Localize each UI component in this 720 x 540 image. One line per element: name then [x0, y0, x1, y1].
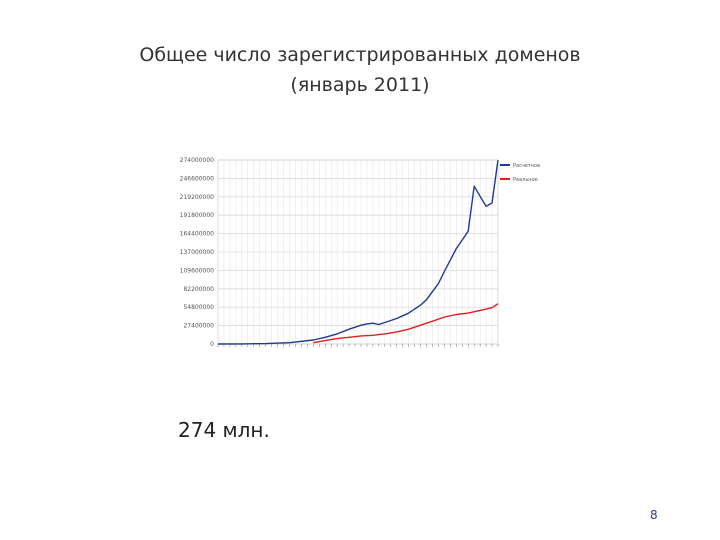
slide-title-line-1: Общее число зарегистрированных доменов: [139, 44, 581, 66]
y-tick-label: 219200000: [180, 194, 215, 201]
y-tick-label: 137000000: [180, 249, 215, 256]
y-tick-label: 0: [210, 341, 214, 348]
series-line-2: [313, 303, 499, 344]
slide-title: Общее число зарегистрированных доменов (…: [60, 40, 660, 100]
y-tick-label: 27400000: [183, 323, 214, 330]
series-line-1: [217, 159, 499, 345]
y-tick-label: 82200000: [183, 286, 214, 293]
slide-title-line-2: (январь 2011): [290, 74, 430, 96]
y-tick-label: 54800000: [183, 304, 214, 311]
legend-label-2: Реальное: [513, 177, 538, 183]
caption-total: 274 млн.: [178, 418, 270, 442]
y-tick-label: 191800000: [180, 212, 215, 219]
y-tick-label: 274000000: [180, 157, 215, 164]
y-tick-label: 246600000: [180, 175, 215, 182]
y-tick-label: 164400000: [180, 231, 215, 238]
legend-label-1: Расчетное: [513, 163, 540, 169]
page-number: 8: [650, 508, 658, 522]
y-tick-label: 109600000: [180, 267, 215, 274]
